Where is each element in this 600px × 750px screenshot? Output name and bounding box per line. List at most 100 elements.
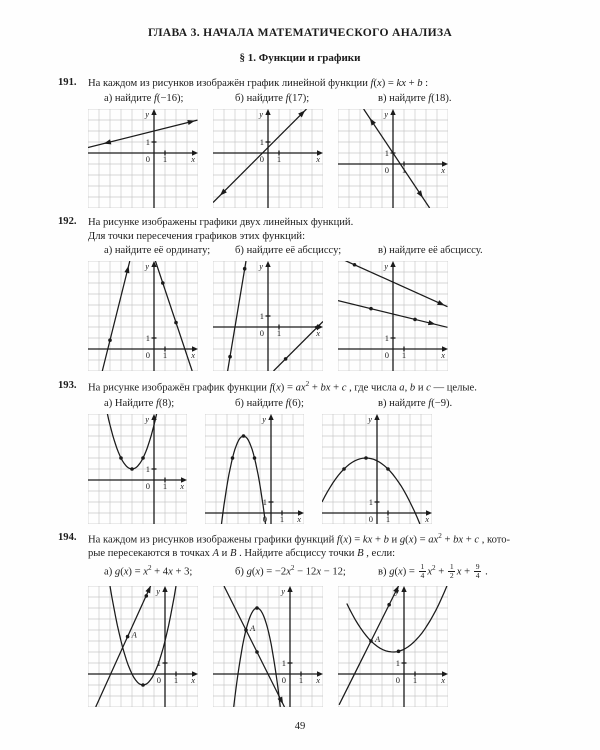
svg-text:0: 0 xyxy=(260,154,264,164)
graphs-row: 0 1 1 x y 0 1 1 x y 0 1 1 x y xyxy=(88,413,570,524)
chapter-title: ГЛАВА 3. НАЧАЛА МАТЕМАТИЧЕСКОГО АНАЛИЗА xyxy=(147,26,453,39)
svg-text:1: 1 xyxy=(282,658,286,668)
part-b: б) найдите f(6); xyxy=(235,397,304,409)
svg-text:y: y xyxy=(155,586,160,596)
svg-text:x: x xyxy=(190,154,195,164)
part-v: в) найдите её абсциссу. xyxy=(378,245,483,257)
graph-191a: 0 1 1 x y xyxy=(88,108,198,208)
svg-text:x: x xyxy=(315,328,320,338)
svg-text:1: 1 xyxy=(174,675,178,685)
part-v: в) найдите f(18). xyxy=(378,92,452,104)
svg-text:1: 1 xyxy=(413,675,417,685)
part-a: а) g(x) = x2 + 4x + 3; xyxy=(104,563,193,578)
statement-line: На каждом из рисунков изображены графики… xyxy=(88,531,511,546)
graph-193a: 0 1 1 x y xyxy=(88,413,187,524)
svg-text:0: 0 xyxy=(385,165,389,175)
svg-text:0: 0 xyxy=(282,675,286,685)
svg-text:x: x xyxy=(424,514,429,524)
graphs-row: 0 1 1 x y 0 1 1 x y 0 1 1 x y xyxy=(88,261,570,372)
part-a: а) найдите её ординату; xyxy=(104,245,211,257)
svg-text:1: 1 xyxy=(163,154,167,164)
section-title: § 1. Функции и графики xyxy=(239,52,361,64)
svg-text:0: 0 xyxy=(385,350,389,360)
statement-line: На рисунке изображены графики двух линей… xyxy=(88,216,354,228)
problem-body: На рисунке изображены графики двух линей… xyxy=(88,216,570,372)
graph-193c: 0 1 1 x y xyxy=(322,413,432,524)
statement-line: Для точки пересечения графиков этих функ… xyxy=(88,230,306,242)
svg-text:1: 1 xyxy=(263,497,267,507)
svg-text:A: A xyxy=(249,623,256,633)
page-number: 49 xyxy=(294,721,306,732)
part-v: в) найдите f(−9). xyxy=(378,397,453,409)
svg-text:1: 1 xyxy=(163,481,167,491)
graph-192b: 0 1 1 x y xyxy=(213,261,323,372)
svg-text:1: 1 xyxy=(299,675,303,685)
parts-row: а) g(x) = x2 + 4x + 3; б) g(x) = −2x2 − … xyxy=(104,561,570,581)
problem-191: 191. На каждом из рисунков изображён гра… xyxy=(58,77,570,208)
problem-body: На рисунке изображён график функции f(x)… xyxy=(88,380,570,524)
svg-text:x: x xyxy=(440,350,445,360)
graphs-row: 0 1 1 x y 0 1 1 x y 0 1 1 x y xyxy=(88,108,570,208)
svg-text:1: 1 xyxy=(146,137,150,147)
part-b: б) g(x) = −2x2 − 12x − 12; xyxy=(235,563,346,578)
svg-text:x: x xyxy=(296,514,301,524)
svg-text:1: 1 xyxy=(277,328,281,338)
svg-text:y: y xyxy=(261,414,266,424)
svg-text:1: 1 xyxy=(260,311,264,321)
graph-194b: 0 1 1 x y A xyxy=(213,585,323,707)
svg-text:x: x xyxy=(179,481,184,491)
svg-text:y: y xyxy=(280,586,285,596)
svg-text:y: y xyxy=(144,414,149,424)
svg-text:y: y xyxy=(144,261,149,271)
svg-text:x: x xyxy=(315,154,320,164)
statement-line: На каждом из рисунков изображён график л… xyxy=(88,78,429,89)
problem-body: На каждом из рисунков изображён график л… xyxy=(88,77,570,208)
svg-text:x: x xyxy=(190,350,195,360)
svg-text:1: 1 xyxy=(402,350,406,360)
part-b: б) найдите f(17); xyxy=(235,92,310,104)
svg-text:0: 0 xyxy=(260,328,264,338)
svg-text:1: 1 xyxy=(163,350,167,360)
problem-number: 191. xyxy=(58,77,77,88)
graph-191b: 0 1 1 x y xyxy=(213,108,323,208)
svg-text:y: y xyxy=(258,261,263,271)
svg-text:1: 1 xyxy=(280,514,284,524)
svg-text:x: x xyxy=(315,675,320,685)
problem-number: 194. xyxy=(58,531,77,543)
part-a: а) найдите f(−16); xyxy=(104,92,184,104)
svg-text:x: x xyxy=(190,675,195,685)
svg-text:0: 0 xyxy=(146,154,150,164)
svg-text:1: 1 xyxy=(385,333,389,343)
svg-text:0: 0 xyxy=(396,675,400,685)
svg-text:1: 1 xyxy=(396,658,400,668)
problem-192: 192. На рисунке изображены графики двух … xyxy=(58,216,570,372)
svg-text:0: 0 xyxy=(157,675,161,685)
graph-192c: 0 1 1 x y xyxy=(338,261,448,372)
svg-text:A: A xyxy=(374,634,381,644)
svg-text:y: y xyxy=(367,414,372,424)
svg-text:0: 0 xyxy=(146,350,150,360)
problem-number: 193. xyxy=(58,380,77,392)
parts-row: а) найдите f(−16); б) найдите f(17); в) … xyxy=(104,93,570,104)
svg-text:1: 1 xyxy=(385,148,389,158)
parts-row: а) Найдите f(8); б) найдите f(6); в) най… xyxy=(104,398,570,409)
svg-text:y: y xyxy=(383,261,388,271)
problem-body: На каждом из рисунков изображены графики… xyxy=(88,532,570,707)
problem-number: 192. xyxy=(58,215,77,227)
svg-text:x: x xyxy=(440,165,445,175)
svg-text:1: 1 xyxy=(260,137,264,147)
svg-text:y: y xyxy=(383,109,388,119)
statement-line: На рисунке изображён график функции f(x)… xyxy=(88,380,477,394)
problem-194: 194. На каждом из рисунков изображены гр… xyxy=(58,532,570,707)
graphs-row: 0 1 1 x y A 0 1 1 x y A 0 1 1 x y A xyxy=(88,585,570,707)
problem-193: 193. На рисунке изображён график функции… xyxy=(58,380,570,524)
part-a: а) Найдите f(8); xyxy=(104,397,175,409)
svg-text:1: 1 xyxy=(146,333,150,343)
svg-text:A: A xyxy=(131,629,138,639)
